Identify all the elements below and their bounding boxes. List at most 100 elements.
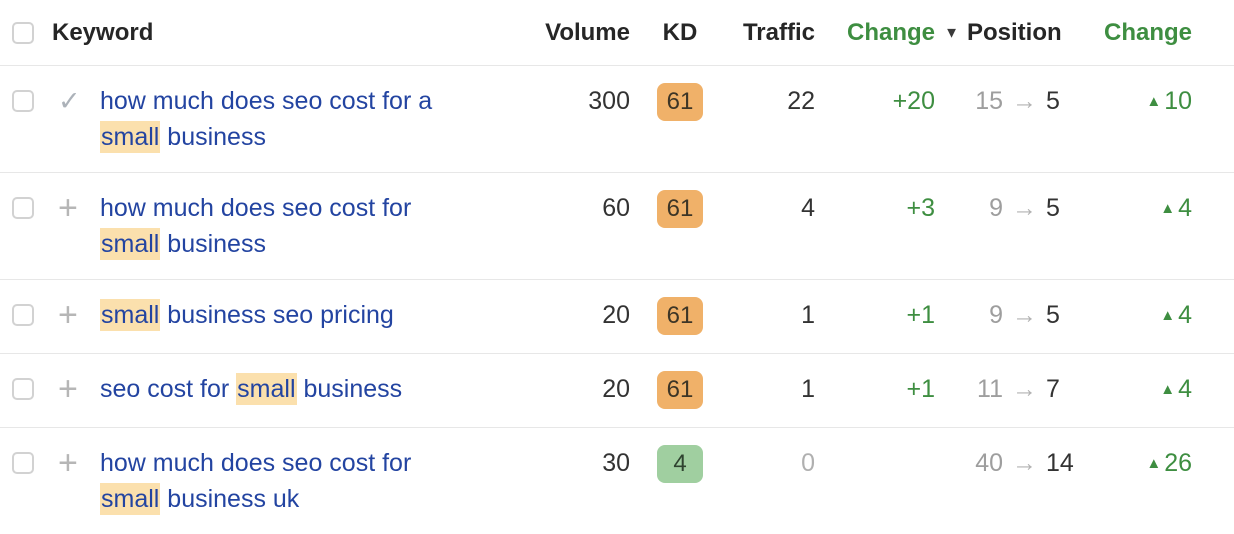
keyword-link[interactable]: how much does seo cost for a small busin… <box>100 87 432 153</box>
position-from-value: 40 <box>975 449 1003 477</box>
keyword-highlighted-text: small <box>100 483 161 515</box>
position-to-value: 5 <box>1046 301 1060 329</box>
position-change-value: ▲ 10 <box>1080 83 1234 120</box>
table-body: ✓ how much does seo cost for a small bus… <box>0 66 1234 534</box>
header-checkbox-cell <box>0 21 48 44</box>
kd-badge: 61 <box>657 190 703 228</box>
position-to-value: 5 <box>1046 194 1060 222</box>
keyword-highlighted-text: small <box>236 373 297 405</box>
column-header-traffic[interactable]: Traffic <box>730 19 815 47</box>
select-all-checkbox[interactable] <box>12 21 34 44</box>
kd-cell: 4 <box>630 445 730 483</box>
add-keyword-icon[interactable]: + <box>58 189 78 227</box>
row-checkbox-cell <box>0 190 48 229</box>
traffic-change-value: +1 <box>906 375 935 403</box>
position-from-value: 15 <box>975 87 1003 115</box>
position-to-value: 14 <box>1046 449 1074 477</box>
volume-value: 30 <box>602 449 630 477</box>
row-action-cell: + <box>48 371 100 410</box>
added-check-icon[interactable]: ✓ <box>58 86 81 116</box>
position-arrow-icon: → <box>1012 301 1037 329</box>
volume-value: 20 <box>602 375 630 403</box>
column-header-volume[interactable]: Volume <box>480 19 630 47</box>
position-change-value: ▲ 26 <box>1080 445 1234 482</box>
row-checkbox-cell <box>0 297 48 336</box>
keyword-text: how much does seo cost for a <box>100 87 433 115</box>
row-checkbox[interactable] <box>12 197 34 219</box>
traffic-change-value: +20 <box>892 87 935 115</box>
row-checkbox[interactable] <box>12 90 34 112</box>
kd-badge: 61 <box>657 297 703 335</box>
column-header-traffic-change[interactable]: Change ▼ <box>815 19 959 47</box>
position-change-value: ▲ 4 <box>1080 297 1234 334</box>
table-row: ✓ how much does seo cost for a small bus… <box>0 66 1234 172</box>
row-checkbox[interactable] <box>12 304 34 326</box>
row-checkbox-cell <box>0 371 48 410</box>
keyword-cell: how much does seo cost for a small busin… <box>100 83 480 155</box>
position-from-value: 9 <box>989 301 1003 329</box>
keyword-text: business <box>160 230 266 258</box>
row-checkbox[interactable] <box>12 452 34 474</box>
up-triangle-icon: ▲ <box>1146 455 1162 472</box>
position-change-value: ▲ 4 <box>1080 371 1234 408</box>
column-header-volume-label: Volume <box>545 18 630 46</box>
position-change-number: 4 <box>1178 194 1192 222</box>
volume-value: 60 <box>602 194 630 222</box>
kd-badge: 4 <box>657 445 703 483</box>
row-action-cell: + <box>48 190 100 229</box>
up-triangle-icon: ▲ <box>1160 200 1176 217</box>
kd-badge: 61 <box>657 371 703 409</box>
table-row: + how much does seo cost for small busin… <box>0 427 1234 534</box>
keyword-link[interactable]: how much does seo cost for small busines… <box>100 194 411 260</box>
table-row: + small business seo pricing 20 61 1 +1 … <box>0 279 1234 353</box>
row-checkbox-cell <box>0 445 48 484</box>
table-row: + seo cost for small business 20 61 1 +1… <box>0 353 1234 427</box>
position-change-number: 10 <box>1164 87 1192 115</box>
column-header-keyword[interactable]: Keyword <box>48 19 480 47</box>
keyword-text: business seo pricing <box>160 301 394 329</box>
position-arrow-icon: → <box>1012 449 1037 477</box>
column-header-position-label: Position <box>967 18 1062 46</box>
traffic-value: 0 <box>801 449 815 477</box>
position-value: 15 → 5 <box>935 83 1080 119</box>
keyword-text: seo cost for <box>100 375 237 403</box>
keyword-link[interactable]: small business seo pricing <box>100 299 394 331</box>
kd-badge: 61 <box>657 83 703 121</box>
keyword-text: business <box>160 123 266 151</box>
column-header-position-change[interactable]: Change <box>1080 19 1234 47</box>
up-triangle-icon: ▲ <box>1146 93 1162 110</box>
keyword-text: business <box>296 375 403 403</box>
traffic-change-value: +3 <box>906 194 935 222</box>
row-checkbox[interactable] <box>12 378 34 400</box>
column-header-position-change-label: Change <box>1103 18 1192 46</box>
column-header-position[interactable]: Position <box>935 19 1080 47</box>
traffic-value: 1 <box>801 375 815 403</box>
keyword-link[interactable]: how much does seo cost for small busines… <box>100 449 411 515</box>
keyword-highlighted-text: small <box>100 121 161 153</box>
position-arrow-icon: → <box>1012 375 1037 403</box>
add-keyword-icon[interactable]: + <box>58 296 78 334</box>
position-change-number: 4 <box>1178 301 1192 329</box>
keyword-link[interactable]: seo cost for small business <box>100 373 402 405</box>
row-action-cell: + <box>48 445 100 484</box>
position-change-value: ▲ 4 <box>1080 190 1234 227</box>
keyword-text: business uk <box>160 485 300 513</box>
position-arrow-icon: → <box>1012 194 1037 222</box>
position-value: 9 → 5 <box>935 297 1080 333</box>
position-change-number: 4 <box>1178 375 1192 403</box>
column-header-kd[interactable]: KD <box>630 19 730 47</box>
traffic-value: 1 <box>801 301 815 329</box>
add-keyword-icon[interactable]: + <box>58 370 78 408</box>
keyword-cell: how much does seo cost for small busines… <box>100 190 480 262</box>
position-to-value: 7 <box>1046 375 1060 403</box>
position-to-value: 5 <box>1046 87 1060 115</box>
position-arrow-icon: → <box>1012 87 1037 115</box>
column-header-kd-label: KD <box>662 18 698 46</box>
column-header-traffic-label: Traffic <box>742 18 815 46</box>
sort-desc-icon: ▼ <box>944 24 959 41</box>
add-keyword-icon[interactable]: + <box>58 444 78 482</box>
up-triangle-icon: ▲ <box>1160 381 1176 398</box>
position-change-number: 26 <box>1164 449 1192 477</box>
keyword-highlighted-text: small <box>100 299 161 331</box>
